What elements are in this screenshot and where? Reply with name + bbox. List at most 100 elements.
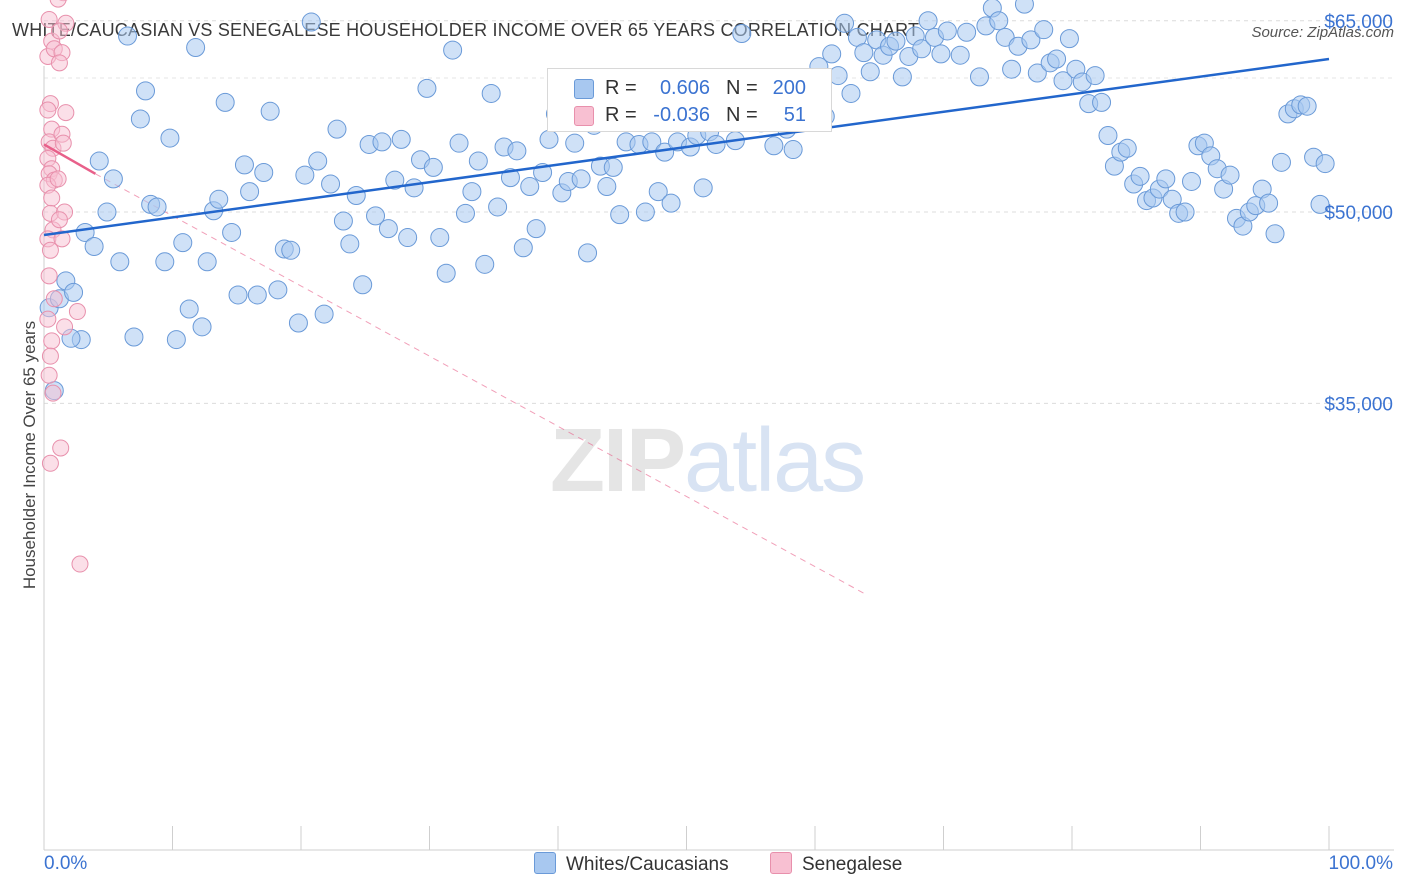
whites-caucasians-point [500, 168, 520, 188]
whites-caucasians-point [192, 317, 212, 337]
senegalese-point [41, 241, 59, 259]
senegalese-point [57, 104, 75, 122]
bottom-legend-label-senegalese: Senegalese [802, 854, 903, 875]
whites-caucasians-point [661, 193, 681, 213]
whites-caucasians-point [173, 233, 193, 253]
whites-caucasians-point [346, 185, 366, 205]
whites-caucasians-point [1175, 202, 1195, 222]
whites-caucasians-point [860, 62, 880, 82]
whites-caucasians-point [353, 275, 373, 295]
whites-caucasians-point [398, 228, 418, 248]
senegalese-point [71, 555, 89, 573]
whites-caucasians-point [64, 282, 84, 302]
whites-caucasians-point [931, 44, 951, 64]
whites-caucasians-point [957, 22, 977, 42]
senegalese-point [56, 318, 74, 336]
legend-swatch-whites [574, 79, 594, 99]
whites-caucasians-point [539, 129, 559, 149]
whites-caucasians-point [462, 182, 482, 202]
x-tick-label: 0.0% [44, 853, 87, 874]
senegalese-point [41, 347, 59, 365]
whites-caucasians-point [118, 26, 138, 46]
whites-caucasians-point [1047, 49, 1067, 69]
whites-caucasians-point [404, 178, 424, 198]
senegalese-point [40, 366, 58, 384]
whites-caucasians-point [950, 45, 970, 65]
whites-caucasians-point [648, 182, 668, 202]
senegalese-point [49, 170, 67, 188]
y-tick-label: $35,000 [1324, 394, 1393, 415]
whites-caucasians-point [372, 132, 392, 152]
whites-caucasians-point [822, 44, 842, 64]
senegalese-point [43, 189, 61, 207]
bottom-legend-swatch-senegalese [770, 852, 792, 874]
whites-caucasians-point [449, 133, 469, 153]
whites-caucasians-point [314, 304, 334, 324]
whites-caucasians-point [1059, 29, 1079, 49]
whites-caucasians-point [1085, 66, 1105, 86]
whites-caucasians-point [1265, 224, 1285, 244]
y-tick-label: $50,000 [1324, 203, 1393, 224]
whites-caucasians-point [124, 327, 144, 347]
whites-caucasians-point [234, 155, 254, 175]
whites-caucasians-point [513, 238, 533, 258]
whites-caucasians-point [240, 182, 260, 202]
senegalese-point [39, 310, 57, 328]
whites-caucasians-point [136, 81, 156, 101]
whites-caucasians-point [892, 67, 912, 87]
whites-caucasians-point [912, 39, 932, 59]
senegalese-trend-line [43, 143, 97, 175]
whites-caucasians-point [1098, 126, 1118, 146]
whites-caucasians-point [783, 140, 803, 160]
whites-caucasians-point [366, 206, 386, 226]
senegalese-point [50, 54, 68, 72]
whites-caucasians-point [147, 197, 167, 217]
whites-caucasians-point [160, 128, 180, 148]
whites-caucasians-point [288, 313, 308, 333]
whites-caucasians-point [610, 205, 630, 225]
whites-caucasians-point [301, 12, 321, 32]
whites-caucasians-point [764, 136, 784, 156]
whites-caucasians-point [693, 178, 713, 198]
zipatlas-watermark: ZIPatlas [550, 410, 866, 513]
whites-caucasians-point [333, 211, 353, 231]
whites-caucasians-point [526, 219, 546, 239]
whites-caucasians-point [468, 151, 488, 171]
legend-n-label: N = [726, 77, 758, 99]
whites-caucasians-point [918, 11, 938, 31]
whites-caucasians-point [84, 236, 104, 256]
bottom-legend-label-whites: Whites/Caucasians [566, 854, 729, 875]
whites-caucasians-point [578, 243, 598, 263]
legend-row-whites: R = 0.606 N = 200 [548, 75, 831, 101]
whites-caucasians-point [222, 222, 242, 242]
whites-caucasians-point [247, 285, 267, 305]
whites-caucasians-point [854, 43, 874, 63]
whites-caucasians-point [209, 189, 229, 209]
whites-caucasians-point [1130, 166, 1150, 186]
whites-caucasians-trend-line [43, 57, 1330, 237]
senegalese-point [68, 303, 86, 321]
legend-swatch-senegalese [574, 106, 594, 126]
senegalese-point [44, 384, 62, 402]
whites-caucasians-point [378, 219, 398, 239]
whites-caucasians-point [1315, 154, 1335, 174]
whites-caucasians-point [732, 24, 752, 44]
whites-caucasians-point [481, 83, 501, 103]
whites-caucasians-point [268, 280, 288, 300]
watermark-zip: ZIP [550, 411, 686, 511]
whites-caucasians-point [321, 174, 341, 194]
whites-caucasians-point [455, 203, 475, 223]
whites-caucasians-point [130, 109, 150, 129]
whites-caucasians-point [186, 38, 206, 58]
whites-caucasians-point [197, 252, 217, 272]
whites-caucasians-point [103, 169, 123, 189]
whites-caucasians-point [443, 40, 463, 60]
legend-n-label: N = [726, 104, 758, 126]
whites-caucasians-point [1027, 63, 1047, 83]
bottom-legend-whites: Whites/Caucasians [534, 852, 729, 876]
whites-caucasians-point [571, 169, 591, 189]
legend-n-value: 200 [772, 77, 806, 99]
whites-caucasians-point [391, 129, 411, 149]
whites-caucasians-point [1002, 59, 1022, 79]
